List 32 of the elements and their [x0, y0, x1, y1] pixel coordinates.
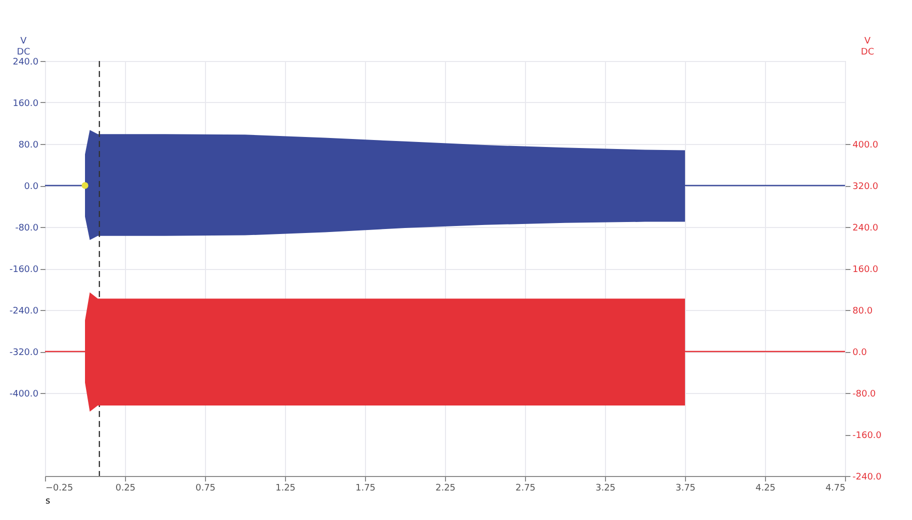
y-tick-label: 0.0: [24, 182, 39, 192]
x-tick-label: 3.25: [595, 484, 616, 494]
y-tick-label: 80.0: [18, 140, 39, 150]
y-axis-title: V DC: [16, 36, 30, 58]
y2-axis-title: V DC: [860, 36, 874, 58]
y-tick-label: -320.0: [9, 348, 39, 358]
x-tick-label: 0.25: [115, 484, 136, 494]
y2-tick-label: 320.0: [852, 182, 879, 192]
y2-tick-label: -160.0: [852, 431, 882, 441]
y-tick-label: 240.0: [12, 58, 39, 68]
y2-tick-label: 400.0: [852, 140, 879, 150]
x-axis-title: s: [46, 496, 50, 506]
x-tick-label: −0.25: [46, 484, 74, 494]
x-tick-label: 2.25: [435, 484, 456, 494]
y2-tick-label: 0.0: [852, 348, 868, 358]
y-tick-label: -160.0: [9, 265, 39, 275]
x-tick-label: 4.25: [755, 484, 776, 494]
x-tick-label: 1.75: [355, 484, 376, 494]
x-tick-label: 3.75: [675, 484, 696, 494]
y2-tick-label: -80.0: [852, 390, 876, 400]
y2-tick-label: 80.0: [852, 306, 873, 316]
x-tick-label: 2.75: [515, 484, 536, 494]
x-tick-label: 0.75: [195, 484, 216, 494]
y2-tick-label: -240.0: [852, 472, 882, 482]
y-tick-label: 160.0: [12, 99, 39, 109]
x-tick-label: 4.75: [825, 484, 846, 494]
y2-tick-label: 240.0: [852, 224, 879, 234]
y2-tick-label: 160.0: [852, 265, 879, 275]
y-tick-label: -80.0: [15, 224, 39, 234]
x-tick-label: 1.25: [275, 484, 296, 494]
y-tick-label: -240.0: [9, 306, 39, 316]
y-tick-label: -400.0: [9, 390, 39, 400]
